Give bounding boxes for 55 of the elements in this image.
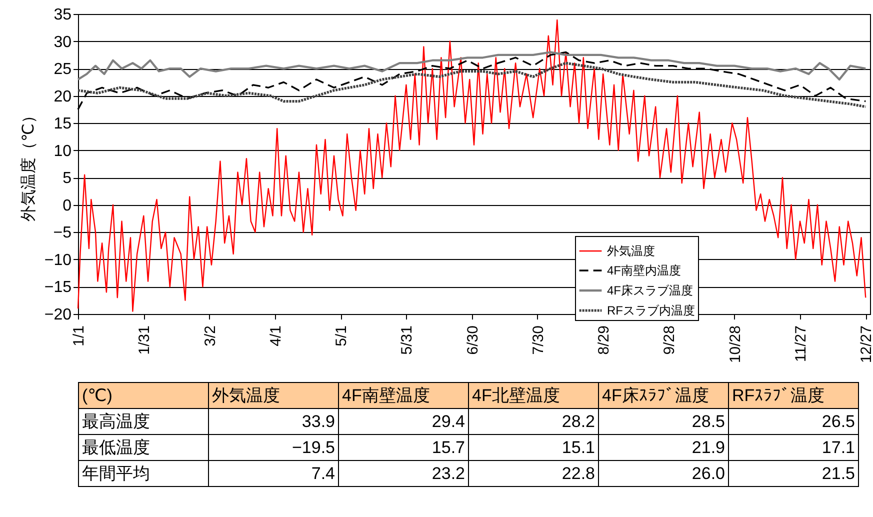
text: 22.8 (468, 460, 598, 486)
text: 4F南壁温度 (338, 382, 468, 408)
x-tick-label: 5/31 (398, 326, 416, 355)
text: 33.9 (208, 408, 338, 434)
text: 年間平均 (78, 460, 208, 486)
text: 26.5 (728, 408, 858, 434)
x-tick-label: 6/30 (464, 326, 482, 355)
y-tick-label: 35 (54, 6, 72, 24)
x-tick-label: 5/1 (333, 326, 350, 346)
text: 28.5 (598, 408, 728, 434)
y-tick-label: 10 (54, 142, 72, 160)
y-tick-label: 0 (62, 197, 72, 214)
x-tick-label: 8/29 (596, 326, 613, 355)
text: RFｽﾗﾌﾞ温度 (728, 382, 858, 408)
text: 15.1 (468, 434, 598, 460)
y-tick-label: 15 (54, 116, 72, 133)
x-tick-label: 4/1 (267, 326, 284, 346)
x-tick-label: 7/30 (530, 326, 547, 355)
y-tick-label: −5 (53, 224, 72, 242)
text: 21.9 (598, 434, 728, 460)
text: 外気温度 (208, 382, 338, 408)
y-tick-label: −20 (44, 306, 72, 324)
legend-label: RFスラブ内温度 (607, 304, 695, 318)
text: 23.2 (338, 460, 468, 486)
text: 28.2 (468, 408, 598, 434)
text: (℃) (78, 382, 208, 408)
y-tick-label: 20 (54, 88, 72, 106)
y-tick-label: 30 (54, 34, 72, 51)
x-tick-label: 1/31 (136, 326, 154, 355)
x-tick-label: 12/27 (858, 326, 873, 364)
legend-label: 4F床スラブ温度 (607, 284, 694, 298)
y-tick-label: 25 (54, 61, 72, 78)
y-tick-label: 5 (62, 170, 72, 188)
y-axis-title: 外気温度（℃） (19, 108, 38, 222)
legend-label: 外気温度 (607, 244, 655, 258)
y-tick-label: −15 (44, 279, 72, 296)
text: 26.0 (598, 460, 728, 486)
text: 29.4 (338, 408, 468, 434)
x-tick-label: 9/28 (661, 326, 678, 355)
text: 最高温度 (78, 408, 208, 434)
legend-label: 4F南壁内温度 (607, 264, 682, 278)
y-tick-label: −10 (44, 252, 72, 269)
text: 最低温度 (78, 434, 208, 460)
x-tick-label: 11/27 (792, 326, 810, 362)
x-tick-label: 10/28 (726, 326, 744, 364)
text: −19.5 (208, 434, 338, 460)
x-tick-label: 1/1 (70, 326, 88, 346)
line-series (76, 51, 867, 81)
text: 7.4 (208, 460, 338, 486)
text: 15.7 (338, 434, 468, 460)
text: 17.1 (728, 434, 858, 460)
text: 4F床ｽﾗﾌﾞ温度 (598, 382, 728, 408)
text: 21.5 (728, 460, 858, 486)
x-tick-label: 3/2 (202, 326, 219, 346)
text: 4F北壁温度 (468, 382, 598, 408)
